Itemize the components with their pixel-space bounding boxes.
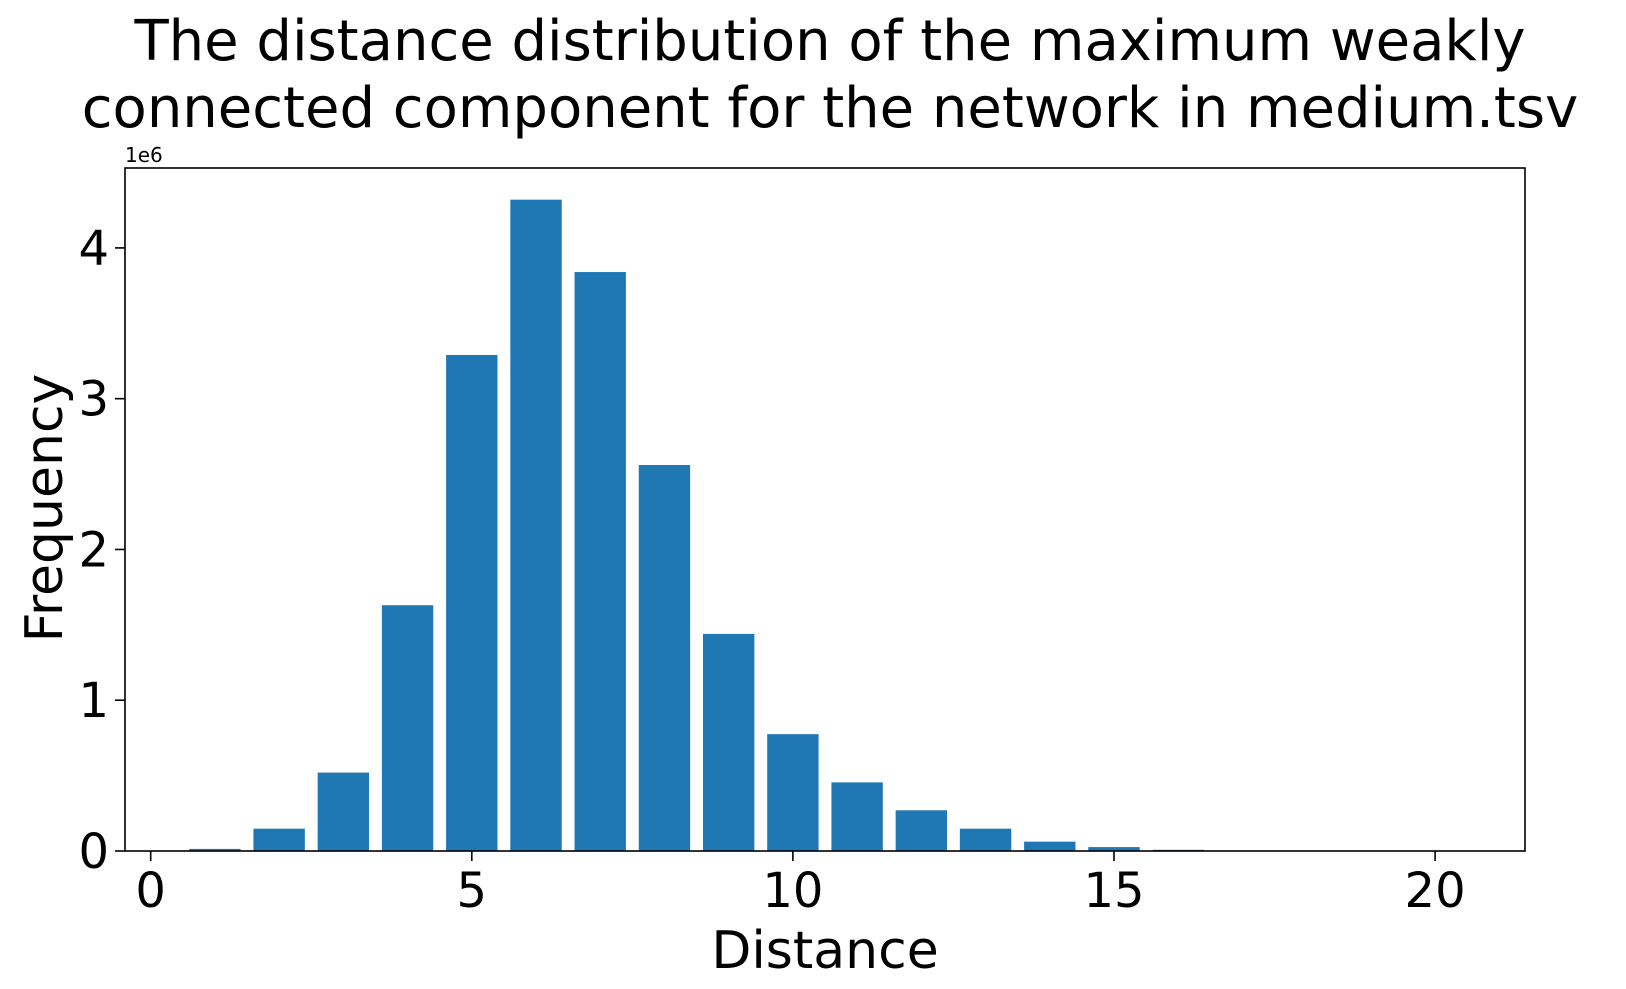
bar-distance-15 bbox=[1088, 847, 1140, 851]
bar-distance-7 bbox=[574, 272, 626, 852]
x-axis-ticks: 0 5 10 15 20 bbox=[135, 851, 1466, 919]
x-axis-label: Distance bbox=[711, 921, 938, 981]
y-axis-label: Frequency bbox=[15, 374, 75, 643]
bar-distance-8 bbox=[638, 465, 691, 851]
x-tick-label: 0 bbox=[135, 863, 166, 919]
chart-title-line-2: connected component for the network in m… bbox=[82, 76, 1578, 141]
bars-group bbox=[189, 199, 1461, 852]
bar-distance-5 bbox=[446, 354, 498, 851]
bar-distance-11 bbox=[831, 782, 883, 851]
bar-distance-14 bbox=[1024, 841, 1076, 851]
chart-title-line-1: The distance distribution of the maximum… bbox=[133, 9, 1525, 74]
bar-distance-9 bbox=[702, 633, 755, 851]
y-tick-label: 1 bbox=[78, 673, 109, 729]
y-axis-ticks: 0 1 2 3 4 bbox=[78, 221, 125, 880]
x-tick-label: 15 bbox=[1083, 863, 1144, 919]
bar-distance-12 bbox=[895, 810, 948, 851]
bar-distance-3 bbox=[317, 772, 370, 851]
y-tick-label: 0 bbox=[78, 824, 109, 880]
bar-distance-1 bbox=[189, 848, 241, 851]
x-tick-label: 5 bbox=[457, 863, 488, 919]
y-tick-label: 3 bbox=[78, 372, 109, 428]
plot-area-frame bbox=[124, 167, 1526, 852]
y-axis-offset-label: 1e6 bbox=[125, 143, 163, 167]
bar-distance-4 bbox=[381, 605, 434, 851]
x-tick-label: 20 bbox=[1405, 863, 1466, 919]
bar-distance-6 bbox=[510, 199, 562, 852]
y-tick-label: 4 bbox=[78, 221, 109, 277]
bar-distance-2 bbox=[253, 828, 305, 851]
bar-distance-13 bbox=[959, 828, 1012, 851]
bar-distance-10 bbox=[767, 734, 819, 851]
x-tick-label: 10 bbox=[762, 863, 823, 919]
y-tick-label: 2 bbox=[78, 522, 109, 578]
